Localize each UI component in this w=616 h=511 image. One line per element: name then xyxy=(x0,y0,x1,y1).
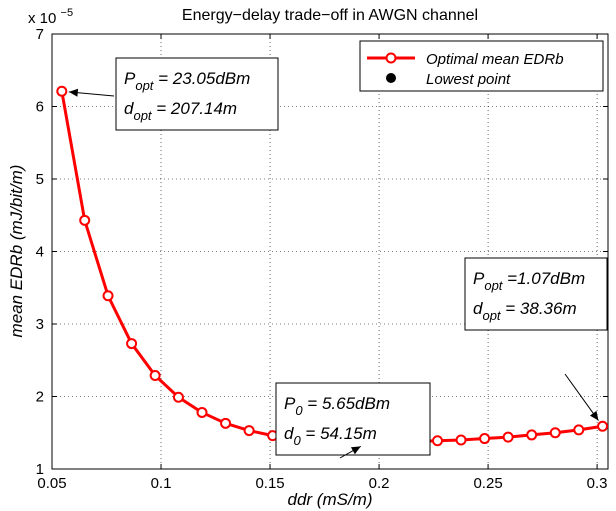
data-point-optimal xyxy=(126,338,138,350)
data-point-optimal xyxy=(573,424,585,436)
x-tick-label: 0.15 xyxy=(255,475,284,492)
annotation-text: Popt =1.07dBm xyxy=(473,269,585,293)
annotation-2: P0 = 5.65dBm d0 = 54.15m xyxy=(275,382,431,459)
y-tick-label: 5 xyxy=(36,171,44,188)
legend-label-optimal: Optimal mean EDRb xyxy=(426,51,564,68)
x-tick-label: 0.05 xyxy=(37,475,66,492)
y-tick-label: 4 xyxy=(36,244,44,261)
chart-title: Energy−delay trade−off in AWGN channel xyxy=(182,7,478,24)
annotation-arrow-head xyxy=(68,88,79,97)
annotation-3: Popt =1.07dBm dopt = 38.36m xyxy=(464,257,608,421)
y-tick-label: 2 xyxy=(36,389,44,406)
svg-text:x 10 −5: x 10 −5 xyxy=(28,7,73,27)
annotation-text: P0 = 5.65dBm xyxy=(284,394,390,418)
annotation-1: Popt = 23.05dBm dopt = 207.14m xyxy=(68,57,279,131)
data-point-optimal xyxy=(431,435,443,447)
annotation-text: dopt = 207.14m xyxy=(124,99,237,123)
y-tick-label: 7 xyxy=(36,26,44,43)
x-tick-label: 0.25 xyxy=(473,475,502,492)
x-tick-label: 0.1 xyxy=(151,475,172,492)
annotation-arrow-head xyxy=(350,446,361,455)
annotation-box xyxy=(464,257,608,331)
data-point-optimal xyxy=(172,391,184,403)
y-tick-label: 3 xyxy=(36,316,44,333)
annotations-layer: Popt = 23.05dBm dopt = 207.14m P0 = 5.65dB… xyxy=(68,57,608,459)
annotation-arrow-line xyxy=(564,373,599,421)
data-point-optimal xyxy=(220,417,232,429)
y-exponent-base: x 10 xyxy=(28,10,56,27)
x-tick-label: 0.3 xyxy=(587,475,608,492)
y-tick-label: 6 xyxy=(36,99,44,116)
annotation-arrow-head xyxy=(589,410,599,421)
y-axis-label: mean EDRb (mJ/bit/m) xyxy=(7,165,26,338)
data-point-optimal xyxy=(149,369,161,381)
data-point-optimal xyxy=(549,427,561,439)
x-axis-label: ddr (mS/m) xyxy=(288,490,373,509)
y-tick-label: 1 xyxy=(36,461,44,478)
ticks: 0.05 0.1 0.15 0.2 0.25 0.3 1 2 3 4 5 6 7 xyxy=(36,26,608,492)
annotation-box xyxy=(275,382,431,456)
data-point-optimal xyxy=(455,434,467,446)
annotation-text: d0 = 54.15m xyxy=(284,424,377,448)
legend-box xyxy=(359,40,604,92)
data-point-optimal xyxy=(597,420,609,432)
legend-label-lowest: Lowest point xyxy=(426,71,511,88)
data-point-optimal xyxy=(526,429,538,441)
legend: Optimal mean EDRb Lowest point xyxy=(359,40,604,92)
annotation-text: Popt = 23.05dBm xyxy=(124,69,250,93)
legend-marker-optimal xyxy=(385,52,397,64)
x-tick-label: 0.2 xyxy=(369,475,390,492)
data-point-optimal xyxy=(79,214,91,226)
y-exponent-power: −5 xyxy=(61,7,74,19)
data-point-optimal xyxy=(243,425,255,437)
data-point-optimal xyxy=(502,431,514,443)
data-point-optimal xyxy=(479,433,491,445)
data-point-optimal xyxy=(102,290,114,302)
legend-marker-lowest xyxy=(386,73,396,83)
data-point-optimal xyxy=(56,85,68,97)
y-exponent-label: x 10 −5 xyxy=(28,7,73,27)
data-point-optimal xyxy=(196,406,208,418)
annotation-box xyxy=(115,57,279,131)
annotation-text: dopt = 38.36m xyxy=(473,299,577,323)
